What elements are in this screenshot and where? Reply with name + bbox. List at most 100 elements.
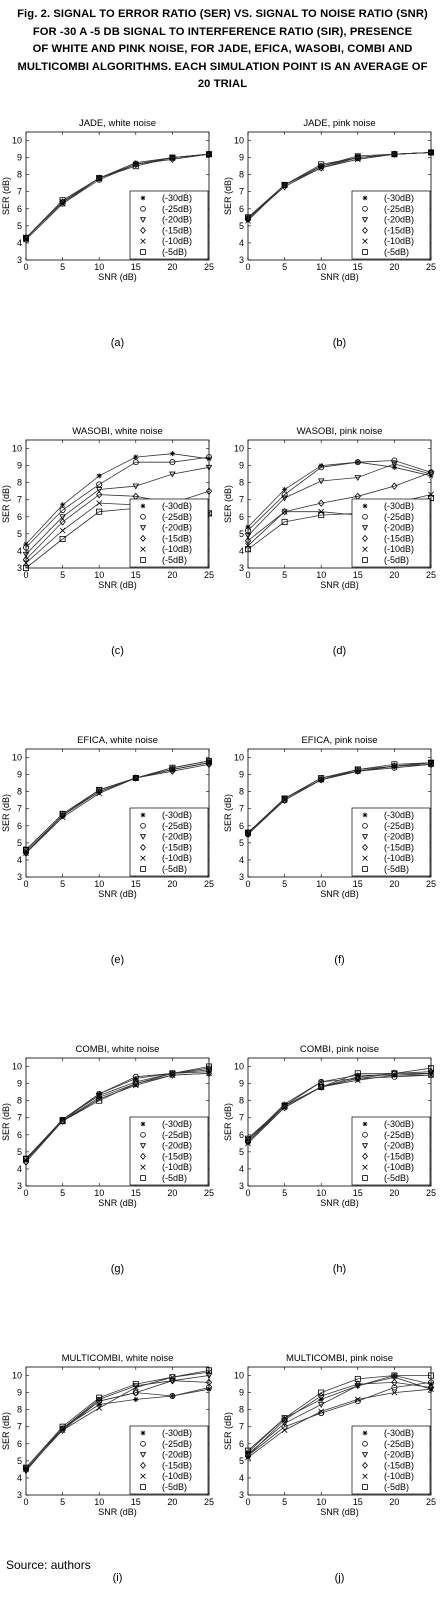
data-point: [205, 1065, 213, 1072]
legend-symbol: [140, 1121, 146, 1127]
data-point: [427, 1372, 434, 1379]
series-markers: [244, 759, 434, 836]
legend-marker: [362, 206, 368, 212]
y-tick-label: 9: [17, 1388, 22, 1398]
y-tick-label: 3: [17, 872, 22, 882]
data-point: [391, 761, 398, 768]
legend-symbol: [362, 546, 368, 552]
data-point: [133, 1396, 139, 1403]
y-tick-label: 7: [17, 187, 22, 197]
y-tick-label: 10: [234, 136, 244, 146]
legend-label: (-25dB): [384, 1439, 414, 1449]
x-axis-label: SNR (dB): [320, 889, 359, 899]
data-point: [95, 487, 103, 493]
x-tick-label: 5: [282, 570, 287, 580]
legend-label: (-10dB): [162, 1471, 192, 1481]
chart-title: WASOBI, pink noise: [297, 426, 383, 437]
legend-symbol: [362, 534, 368, 542]
series-markers: [244, 149, 434, 221]
legend-symbol: [362, 1461, 368, 1469]
legend-label: (-30dB): [384, 193, 414, 203]
legend-label: (-25dB): [384, 1130, 414, 1140]
x-tick-label: 5: [282, 1497, 287, 1507]
legend-symbol: [140, 534, 146, 542]
data-point: [318, 508, 325, 515]
legend-label: (-15dB): [384, 1460, 414, 1470]
series-markers: [22, 151, 212, 241]
data-point: [281, 182, 288, 191]
data-point: [354, 1375, 361, 1382]
series-line: [25, 762, 210, 854]
data-point: [281, 1423, 288, 1430]
legend-marker: [140, 866, 146, 872]
x-tick-label: 25: [426, 1188, 436, 1198]
data-point: [60, 502, 66, 508]
y-tick-label: 10: [12, 444, 22, 454]
data-point: [281, 518, 288, 525]
data-point: [427, 148, 435, 157]
y-tick-label: 9: [239, 1388, 244, 1398]
panel-letter: (g): [110, 1263, 125, 1275]
legend-label: (-10dB): [162, 236, 192, 246]
data-point: [205, 487, 213, 495]
x-axis-label: SNR (dB): [320, 272, 359, 282]
data-point: [132, 774, 139, 782]
legend-marker: [362, 1152, 368, 1160]
y-tick-label: 7: [239, 804, 244, 814]
data-point: [59, 200, 66, 207]
x-tick-label: 20: [389, 1188, 399, 1198]
legend-label: (-20dB): [162, 215, 192, 225]
legend-label: (-20dB): [162, 523, 192, 533]
x-tick-label: 15: [353, 879, 363, 889]
legend-label: (-10dB): [384, 544, 414, 554]
chart-panel: WASOBI, pink noise 0 5 10 15 20 25 3 4 5 6 7 8 9 10 SNR…: [222, 420, 444, 680]
y-axis-label: SER (dB): [1, 1103, 11, 1141]
series-markers: [22, 1367, 212, 1471]
data-point: [169, 1070, 176, 1077]
data-point: [59, 518, 66, 526]
chart-panel: JADE, white noise 0 5 10 15 20 25 3 4 5 6 7 8 9 10 SNR …: [0, 112, 222, 372]
legend-symbol: [362, 823, 368, 829]
data-point: [281, 1427, 288, 1434]
data-point: [132, 1082, 139, 1089]
data-point: [205, 1063, 212, 1070]
legend-symbol: [362, 1132, 368, 1138]
legend-symbol: [140, 226, 146, 234]
legend-marker: [362, 823, 368, 829]
data-point: [244, 1137, 252, 1146]
legend-box: [351, 1116, 431, 1186]
legend-symbol: [362, 249, 368, 255]
legend-marker: [140, 1121, 146, 1127]
y-tick-label: 8: [239, 787, 244, 797]
x-tick-label: 25: [426, 262, 436, 272]
legend-marker: [140, 546, 146, 552]
legend-label: (-15dB): [384, 1151, 414, 1161]
legend-symbol: [140, 503, 146, 509]
series-line: [247, 1382, 432, 1457]
y-tick-label: 9: [239, 1079, 244, 1089]
legend-marker: [362, 855, 368, 861]
data-point: [244, 215, 252, 223]
legend-symbol: [362, 1164, 368, 1170]
x-tick-label: 15: [353, 262, 363, 272]
y-tick-label: 6: [239, 821, 244, 831]
legend-symbol: [140, 1175, 146, 1181]
data-point: [318, 164, 325, 171]
data-point: [318, 463, 324, 469]
x-tick-label: 5: [60, 262, 65, 272]
data-point: [23, 1466, 29, 1473]
legend-label: (-30dB): [384, 810, 414, 820]
legend-label: (-20dB): [384, 1141, 414, 1151]
data-point: [245, 217, 251, 224]
data-point: [245, 524, 251, 530]
legend-marker: [361, 834, 369, 840]
legend-symbol: [140, 238, 146, 244]
series-line: [247, 461, 432, 528]
data-point: [391, 150, 398, 158]
data-point: [427, 1065, 434, 1072]
data-point: [244, 829, 251, 836]
y-tick-label: 5: [17, 529, 22, 539]
y-tick-label: 9: [17, 461, 22, 471]
